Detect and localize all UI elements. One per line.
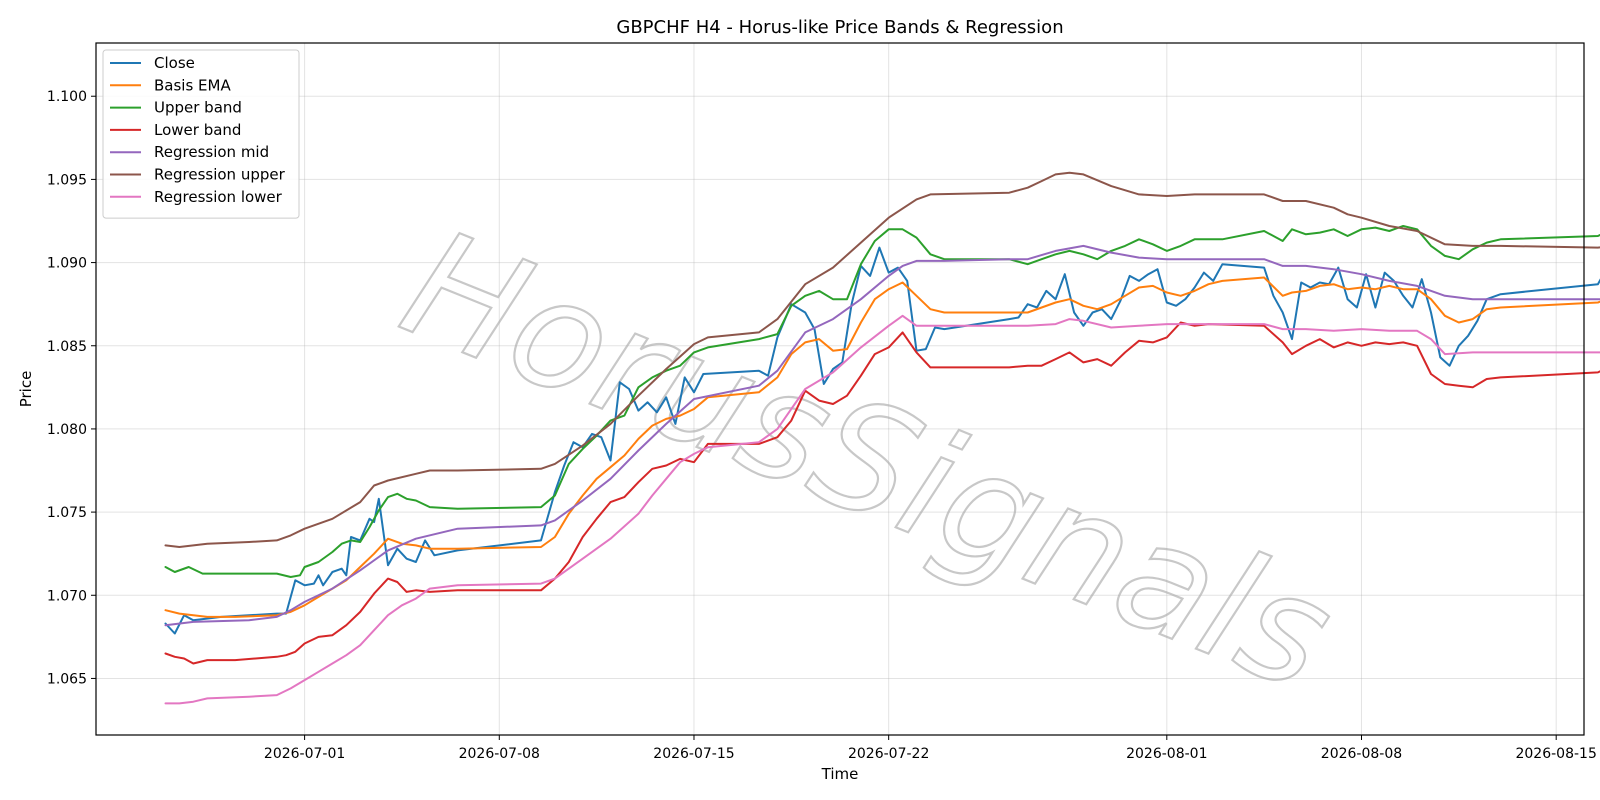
x-tick-label: 2026-07-01	[264, 746, 345, 762]
y-tick-label: 1.100	[47, 89, 87, 105]
y-axis: 1.065 1.070 1.075 1.080 1.085 1.090 1.095 1.100	[47, 89, 96, 687]
chart-title: GBPCHF H4 - Horus-like Price Bands & Reg…	[616, 17, 1063, 38]
plot-frame	[95, 42, 1585, 736]
legend-entry-label: Regression mid	[154, 143, 269, 161]
x-axis-label: Time	[821, 765, 859, 783]
legend-entry-label: Close	[154, 54, 195, 72]
x-tick-label: 2026-08-08	[1321, 746, 1402, 762]
x-tick-label: 2026-08-15	[1515, 746, 1596, 762]
series-line-regression-mid	[164, 244, 1600, 627]
x-axis: 2026-07-01 2026-07-08 2026-07-15 2026-07-22…	[264, 735, 1597, 762]
series-line-close	[164, 246, 1600, 635]
x-tick-label: 2026-07-08	[459, 746, 540, 762]
series-line-upper-band	[164, 225, 1600, 578]
legend-entry-label: Regression upper	[154, 166, 286, 184]
grid-lines	[96, 43, 1584, 735]
y-tick-label: 1.075	[47, 505, 87, 521]
y-tick-label: 1.065	[47, 671, 87, 687]
y-tick-label: 1.085	[47, 339, 87, 355]
y-tick-label: 1.090	[47, 256, 87, 272]
series-line-regression-lower	[164, 314, 1600, 705]
legend-box	[102, 49, 300, 219]
series-layer	[164, 171, 1600, 705]
x-tick-label: 2026-07-22	[848, 746, 929, 762]
x-tick-label: 2026-08-01	[1126, 746, 1207, 762]
legend-entry-label: Regression lower	[154, 188, 283, 206]
legend-entry-label: Upper band	[154, 99, 242, 117]
y-tick-label: 1.080	[47, 422, 87, 438]
legend-entry-label: Lower band	[154, 121, 241, 139]
y-tick-label: 1.070	[47, 588, 87, 604]
series-line-lower-band	[164, 321, 1600, 665]
legend-entry-label: Basis EMA	[154, 76, 231, 94]
series-line-basis-ema	[164, 276, 1600, 618]
x-tick-label: 2026-07-15	[653, 746, 734, 762]
legend: Close Basis EMA Upper band Lower band Regres…	[102, 49, 300, 219]
y-tick-label: 1.095	[47, 172, 87, 188]
y-axis-label: Price	[17, 371, 35, 408]
series-line-regression-upper	[164, 171, 1600, 548]
